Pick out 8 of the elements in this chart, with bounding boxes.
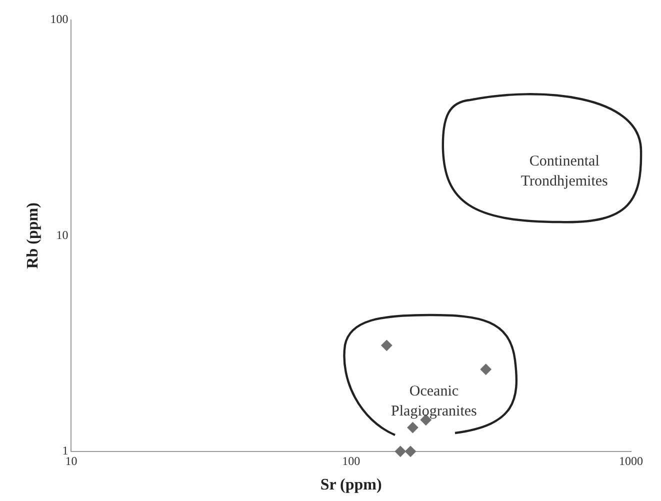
annotation: Oceanic Plagiogranites [391,383,478,420]
y-axis-title: Rb (ppm) [24,202,42,269]
x-tick-label: 100 [342,454,360,468]
annotation: Continental Trondhjemites [520,153,608,190]
y-tick-label: 10 [56,228,68,242]
x-axis-title: Sr (ppm) [320,476,382,494]
y-tick-label: 100 [50,12,68,26]
x-tick-label: 1000 [619,454,643,468]
